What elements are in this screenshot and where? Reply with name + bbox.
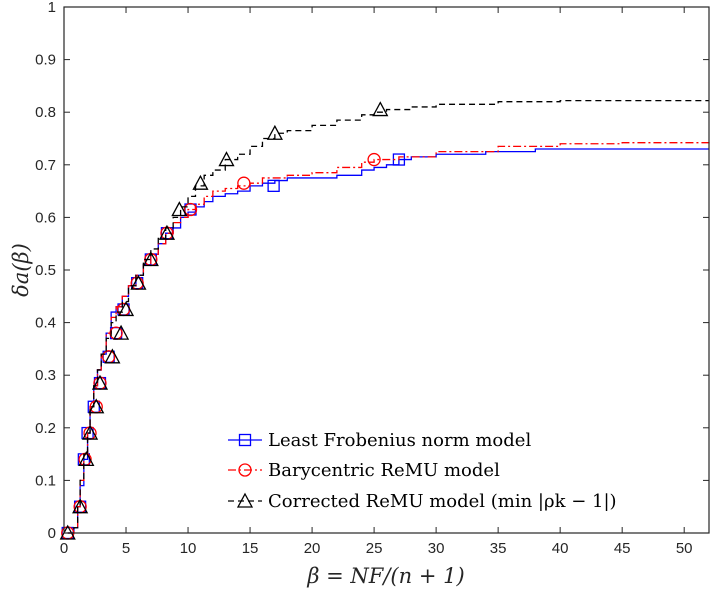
x-tick-label: 40 <box>552 540 569 557</box>
legend-label-remu: Barycentric ReMU model <box>268 460 500 481</box>
triangle-marker <box>218 151 235 167</box>
x-tick-label: 0 <box>60 540 68 557</box>
x-tick-label: 20 <box>304 540 321 557</box>
triangle-marker <box>130 274 147 290</box>
circle-marker <box>237 176 251 190</box>
y-axis-title: δa(β) <box>9 243 33 297</box>
triangle-marker <box>78 450 95 467</box>
legend-marker-triangle <box>236 492 254 508</box>
y-tick-label: 0.3 <box>35 367 56 384</box>
legend-marker-square <box>238 433 252 447</box>
x-tick-label: 30 <box>428 540 445 557</box>
y-tick-label: 0.4 <box>35 315 56 332</box>
legend-entry-lfn: Least Frobenius norm model <box>228 430 531 451</box>
triangle-marker <box>91 374 109 390</box>
triangle-marker <box>266 124 283 140</box>
triangle-marker <box>142 251 159 267</box>
ticks-layer: 0 5 10 15 20 25 30 35 40 45 50 0 0.1 0.2 0.3 0.4 0.5 0.6 0… <box>35 0 709 557</box>
x-tick-label: 5 <box>122 540 130 557</box>
triangle-marker <box>158 224 176 240</box>
triangle-marker <box>171 201 188 217</box>
y-tick-label: 1 <box>48 0 56 16</box>
y-tick-label: 0.8 <box>35 104 56 121</box>
square-marker <box>267 179 280 192</box>
series-layer <box>59 99 710 540</box>
x-tick-label: 15 <box>242 540 259 557</box>
legend-marker-circle <box>238 463 252 477</box>
y-tick-label: 0.7 <box>35 157 56 174</box>
x-tick-label: 10 <box>180 540 197 557</box>
y-tick-label: 0.9 <box>35 52 56 69</box>
x-tick-label: 50 <box>676 540 693 557</box>
y-tick-label: 0.2 <box>35 420 56 437</box>
legend-label-corrected: Corrected ReMU model (min |ρk − 1|) <box>268 491 617 512</box>
legend-entry-remu: Barycentric ReMU model <box>228 460 500 481</box>
legend-label-lfn: Least Frobenius norm model <box>268 430 531 451</box>
y-tick-label: 0.6 <box>35 209 56 226</box>
legend-box <box>219 419 701 525</box>
legend-entry-corrected: Corrected ReMU model (min |ρk − 1|) <box>228 491 617 512</box>
triangle-marker <box>112 324 130 340</box>
x-axis-title: β = NF/(n + 1) <box>306 564 464 588</box>
triangle-marker <box>72 498 89 514</box>
circle-marker <box>367 152 381 167</box>
triangle-marker <box>81 424 99 440</box>
triangle-marker <box>372 101 389 117</box>
y-tick-label: 0.1 <box>35 472 56 489</box>
triangle-marker <box>192 174 209 190</box>
circle-marker <box>183 202 198 217</box>
triangle-marker <box>104 348 121 364</box>
x-tick-label: 35 <box>490 540 507 557</box>
x-tick-label: 25 <box>366 540 383 557</box>
triangle-marker <box>117 301 135 317</box>
legend: Least Frobenius norm model Barycentric R… <box>219 419 701 525</box>
triangle-marker <box>88 398 105 414</box>
y-tick-label: 0 <box>48 525 56 542</box>
x-tick-label: 45 <box>614 540 631 557</box>
y-tick-label: 0.5 <box>35 262 56 279</box>
